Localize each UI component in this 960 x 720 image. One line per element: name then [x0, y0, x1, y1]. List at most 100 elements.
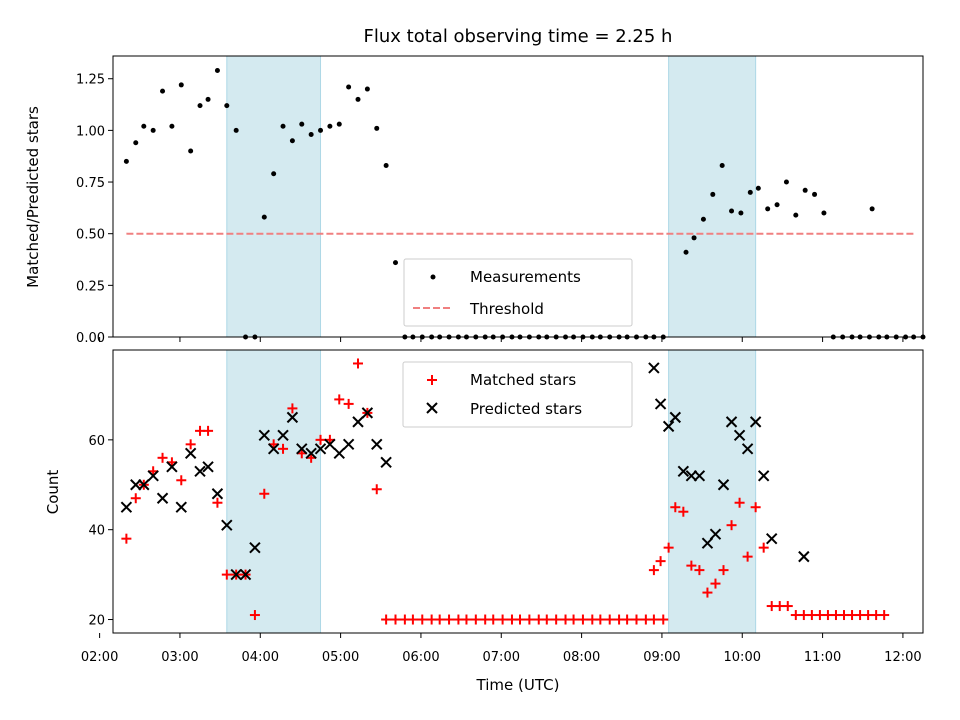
y-tick-label: 60 [88, 434, 105, 449]
predicted-star-point [194, 465, 206, 477]
x-tick-label: 04:00 [242, 650, 279, 665]
measurement-point [318, 127, 324, 133]
predicted-star-point [277, 429, 289, 442]
predicted-star-point [249, 541, 261, 554]
legend-predicted-marker [426, 402, 438, 414]
matched-star-point [488, 614, 499, 625]
predicted-star-point [267, 443, 280, 455]
y-tick-label: 40 [88, 524, 105, 539]
matched-star-point [568, 614, 579, 625]
predicted-star-point [766, 532, 778, 545]
measurement-point [719, 163, 725, 169]
measurement-point [802, 187, 808, 193]
matched-star-point [718, 565, 729, 576]
bottom-x-ticks: 02:00 03:00 04:00 05:00 06:00 07:00 08:00 09:00… [81, 633, 922, 665]
measurement-point [691, 235, 697, 241]
matched-star-point [407, 614, 418, 625]
matched-star-point [726, 520, 737, 531]
measurement-point [755, 185, 761, 191]
measurement-point [729, 208, 735, 214]
legend-matched-label: Matched stars [470, 371, 576, 389]
shaded-interval [226, 349, 322, 634]
matched-star-point [686, 560, 697, 571]
matched-star-point [130, 493, 141, 504]
predicted-star-point [757, 470, 770, 482]
measurement-point [765, 206, 771, 212]
measurement-point [224, 103, 230, 109]
matched-star-point [417, 614, 428, 625]
predicted-star-point [662, 420, 675, 433]
measurement-point [383, 163, 389, 169]
matched-star-point [658, 614, 669, 625]
measurement-point [141, 123, 147, 129]
y-tick-label: 0.00 [76, 331, 105, 346]
measurement-point [812, 191, 818, 197]
matched-star-point [434, 614, 445, 625]
measurement-point [747, 189, 753, 195]
shaded-interval [226, 55, 322, 338]
measurement-point [793, 212, 799, 218]
matched-star-point [334, 394, 345, 405]
predicted-star-point [669, 411, 682, 424]
predicted-star-point [709, 528, 722, 540]
legend-matched-marker [427, 375, 437, 385]
matched-star-point [287, 403, 298, 414]
x-tick-label: 10:00 [724, 650, 761, 665]
matched-star-point [655, 556, 666, 567]
x-tick-label: 07:00 [483, 650, 520, 665]
matched-star-point [121, 533, 132, 544]
predicted-star-point [184, 447, 197, 460]
x-tick-label: 05:00 [322, 650, 359, 665]
matched-star-point [515, 614, 526, 625]
predicted-star-point [733, 429, 746, 442]
measurement-point [336, 121, 342, 127]
predicted-star-point [798, 550, 810, 563]
matched-star-point [595, 614, 606, 625]
measurement-point [355, 96, 361, 102]
matched-star-point [371, 484, 382, 495]
matched-star-point [750, 502, 761, 513]
top-axes-frame [112, 55, 924, 338]
predicted-star-point [258, 429, 270, 442]
measurement-point [160, 88, 166, 94]
matched-star-point [157, 452, 168, 463]
matched-star-point [670, 502, 681, 513]
matched-star-point [461, 614, 472, 625]
x-axis-title: Time (UTC) [476, 676, 560, 694]
predicted-star-point [221, 519, 233, 531]
bottom-shaded-intervals [226, 349, 757, 634]
y-tick-label: 0.50 [76, 228, 105, 243]
x-tick-label: 02:00 [81, 650, 118, 665]
matched-star-point [444, 614, 455, 625]
predicted-star-point [296, 443, 308, 455]
measurement-point [869, 206, 875, 212]
measurement-point [150, 127, 156, 133]
bottom-legend: Matched stars Predicted stars [402, 361, 633, 428]
matched-star-point [631, 614, 642, 625]
predicted-star-point [286, 411, 299, 424]
matched-star-point [212, 497, 223, 508]
x-tick-label: 12:00 [884, 650, 921, 665]
predicted-star-point [693, 470, 706, 482]
matched-star-point [782, 601, 793, 612]
measurement-point [392, 260, 398, 266]
matched-star-point [259, 488, 270, 499]
predicted-star-point [654, 398, 667, 410]
matched-star-point [221, 569, 232, 580]
measurement-point [374, 125, 380, 131]
matched-star-point [278, 443, 289, 454]
matched-star-point [497, 614, 508, 625]
predicted-star-point [156, 492, 169, 504]
measurement-point [710, 191, 716, 197]
measurement-point [205, 96, 211, 102]
legend-predicted-label: Predicted stars [470, 400, 582, 418]
predicted-star-point [211, 488, 224, 500]
measurement-point [169, 123, 175, 129]
x-tick-label: 06:00 [402, 650, 439, 665]
predicted-star-point [138, 479, 150, 491]
matched-star-point [648, 565, 659, 576]
matched-star-point [524, 614, 535, 625]
matched-star-point [203, 425, 214, 436]
matched-star-point [541, 614, 552, 625]
